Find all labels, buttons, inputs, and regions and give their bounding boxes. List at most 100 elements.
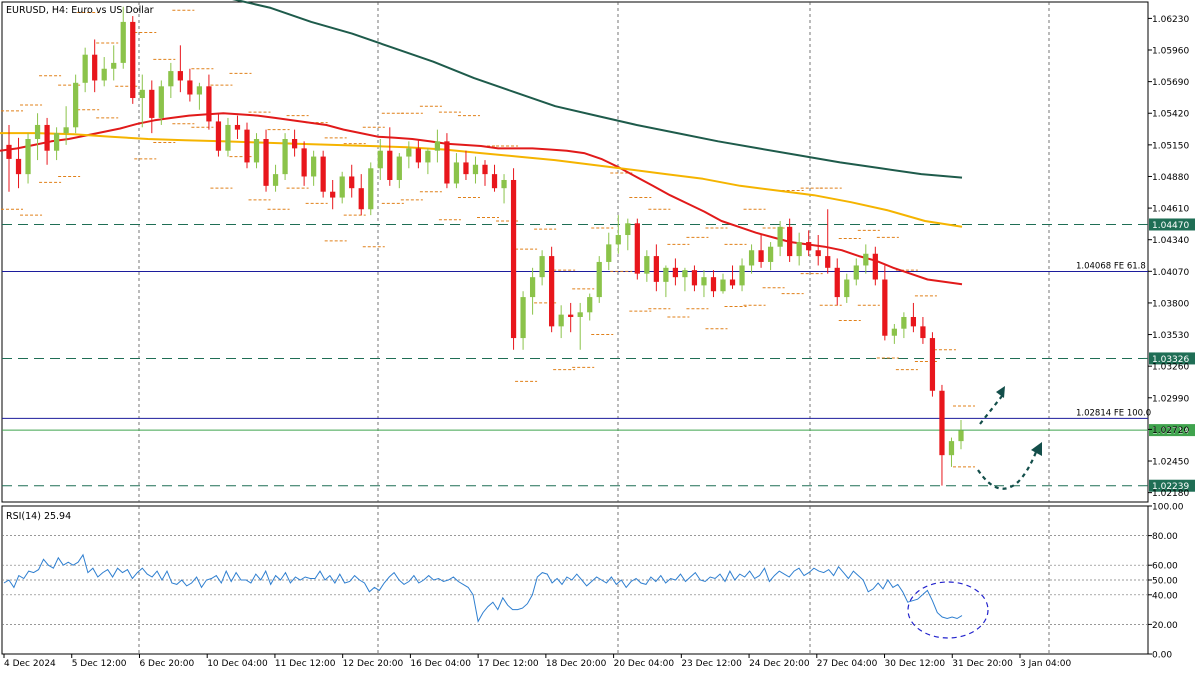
bear-candle — [320, 156, 326, 192]
ma-slow-line — [232, 0, 963, 179]
bear-candle — [929, 338, 936, 391]
bear-candle — [291, 139, 298, 149]
bear-candle — [568, 314, 574, 317]
x-tick-label: 31 Dec 20:00 — [952, 659, 1013, 669]
bull-candle — [111, 62, 117, 69]
bear-candle — [672, 267, 679, 278]
bull-candle — [539, 256, 545, 278]
y-tick-label: 1.05420 — [1152, 110, 1189, 120]
price-level-tag — [1149, 352, 1195, 365]
x-tick-label: 16 Dec 04:00 — [410, 659, 471, 669]
rsi-y-tick-label: 20.00 — [1152, 621, 1178, 631]
bear-candle — [510, 179, 517, 339]
time-axis: 4 Dec 2024 5 Dec 12:00 6 Dec 20:00 10 Dec 0… — [3, 654, 1072, 669]
bear-candle — [815, 250, 821, 257]
rsi-panel: 100.00 80.00 60.00 50.00 40.00 20.00 0.00 — [2, 503, 1184, 661]
bear-candle — [729, 279, 736, 286]
bull-candle — [120, 21, 126, 63]
x-tick-label: 30 Dec 12:00 — [885, 659, 946, 669]
price-axis: 1.06230 1.05960 1.05690 1.05420 1.05150 1.048… — [1148, 15, 1189, 499]
bear-candle — [482, 164, 488, 175]
bull-candle — [453, 162, 460, 184]
bear-candle — [15, 158, 22, 175]
bull-candle — [520, 297, 526, 339]
bull-candle — [34, 124, 41, 140]
price-level-tag — [1149, 424, 1195, 437]
price-level-tag-label: 1.04470 — [1152, 221, 1189, 231]
bear-candle — [130, 21, 136, 99]
bull-candle — [644, 256, 650, 274]
bull-candle — [844, 279, 850, 298]
y-tick-label: 1.03260 — [1152, 363, 1189, 373]
y-tick-label: 1.04880 — [1152, 173, 1189, 183]
bull-candle — [253, 139, 260, 163]
bull-candle — [958, 430, 964, 442]
bull-candle — [767, 246, 774, 262]
curved-arrow-dashed — [977, 451, 1038, 490]
bull-candle — [225, 124, 231, 151]
bear-candle — [653, 256, 659, 282]
bull-candle — [501, 179, 507, 189]
bear-candle — [415, 148, 421, 163]
bull-candle — [311, 156, 317, 177]
bear-candle — [882, 279, 888, 336]
bear-candle — [44, 124, 50, 151]
bear-candle — [758, 250, 764, 262]
bear-candle — [177, 71, 183, 81]
x-tick-label: 3 Jan 04:00 — [1020, 659, 1072, 669]
bear-candle — [349, 176, 355, 189]
bear-candle — [463, 162, 469, 175]
price-levels: 1.04470 1.04068 FE 61.8 1.03326 1.02814 FE … — [2, 218, 1195, 492]
bear-candle — [491, 174, 498, 189]
y-tick-label: 1.03800 — [1152, 299, 1189, 309]
bull-candle — [272, 174, 279, 186]
rsi-y-tick-label: 50.00 — [1152, 577, 1178, 587]
price-level-tag-label: 1.03326 — [1152, 355, 1189, 365]
candlesticks — [6, 6, 964, 486]
y-tick-label: 1.02450 — [1152, 458, 1189, 468]
bull-candle — [282, 139, 288, 175]
bear-candle — [825, 256, 831, 268]
x-tick-label: 17 Dec 12:00 — [478, 659, 539, 669]
level-marks — [1, 9, 975, 468]
annotations — [907, 386, 1042, 639]
x-tick-label: 23 Dec 12:00 — [681, 659, 742, 669]
bear-candle — [92, 54, 98, 81]
price-level-label: 1.04068 FE 61.8 — [1076, 262, 1146, 272]
rsi-y-tick-label: 40.00 — [1152, 591, 1178, 601]
x-tick-label: 27 Dec 04:00 — [817, 659, 878, 669]
y-tick-label: 1.04070 — [1152, 268, 1189, 278]
y-tick-label: 1.03530 — [1152, 331, 1189, 341]
y-tick-label: 1.02180 — [1152, 489, 1189, 499]
y-tick-label: 1.02990 — [1152, 394, 1189, 404]
bull-candle — [606, 244, 612, 262]
x-tick-label: 11 Dec 12:00 — [275, 659, 336, 669]
bull-candle — [663, 267, 669, 282]
bull-candle — [901, 316, 907, 329]
price-level-tag — [1149, 218, 1195, 231]
bear-candle — [634, 223, 640, 274]
bull-candle — [472, 164, 479, 175]
bear-candle — [939, 390, 945, 456]
price-level-tag-label: 1.02239 — [1152, 482, 1189, 492]
bear-candle — [330, 191, 336, 198]
bear-candle — [787, 226, 793, 257]
bull-candle — [596, 261, 602, 298]
bull-candle — [853, 265, 859, 280]
bull-candle — [577, 312, 583, 317]
rsi-y-tick-label: 60.00 — [1152, 562, 1178, 572]
bull-candle — [53, 133, 60, 151]
bull-candle — [615, 235, 621, 245]
bull-candle — [406, 148, 412, 157]
bull-candle — [368, 168, 374, 210]
bull-candle — [558, 314, 564, 327]
bull-candle — [425, 150, 431, 163]
x-tick-label: 18 Dec 20:00 — [546, 659, 607, 669]
bull-candle — [25, 139, 31, 175]
x-tick-label: 6 Dec 20:00 — [139, 659, 194, 669]
rsi-y-tick-label: 80.00 — [1152, 532, 1178, 542]
rsi-y-tick-label: 0.00 — [1152, 651, 1172, 661]
bull-candle — [720, 279, 726, 292]
bear-candle — [872, 253, 878, 280]
bear-candle — [215, 121, 222, 151]
